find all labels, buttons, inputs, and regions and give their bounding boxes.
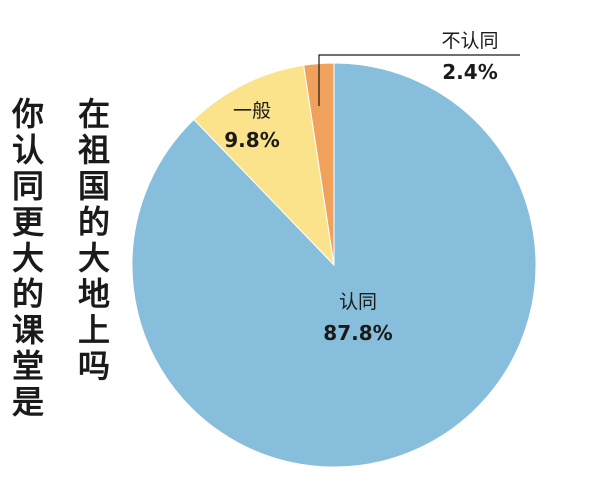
title-char: 认 [12, 131, 45, 169]
pie-slice-1 [193, 64, 335, 267]
title-char: 堂 [12, 347, 45, 385]
title-char: 你 [12, 95, 45, 133]
title-char: 课 [12, 311, 45, 349]
title-char: 的 [12, 275, 45, 313]
title-char: 祖 [78, 131, 111, 169]
slice-label-2: 不认同 [441, 30, 498, 52]
leader-line [318, 54, 520, 106]
title-char: 是 [12, 383, 45, 421]
title-char: 同 [12, 167, 45, 205]
slice-label-1: 一般 [233, 100, 271, 122]
title-char: 吗 [78, 347, 111, 385]
title-char: 地 [78, 275, 111, 313]
slice-value-0: 87.8% [323, 321, 392, 345]
slice-label-0: 认同 [339, 291, 377, 313]
title-line-1: 你认同更大的课堂是 [12, 96, 44, 420]
title-char: 的 [78, 203, 111, 241]
title-char: 更 [12, 203, 45, 241]
title-char: 国 [78, 167, 111, 205]
title-char: 大 [12, 239, 45, 277]
title-line-2: 在祖国的大地上吗 [78, 96, 110, 384]
title-char: 大 [78, 239, 111, 277]
title-char: 在 [78, 95, 111, 133]
title-char: 上 [78, 311, 111, 349]
slice-value-2: 2.4% [442, 60, 497, 84]
slice-value-1: 9.8% [224, 128, 279, 152]
